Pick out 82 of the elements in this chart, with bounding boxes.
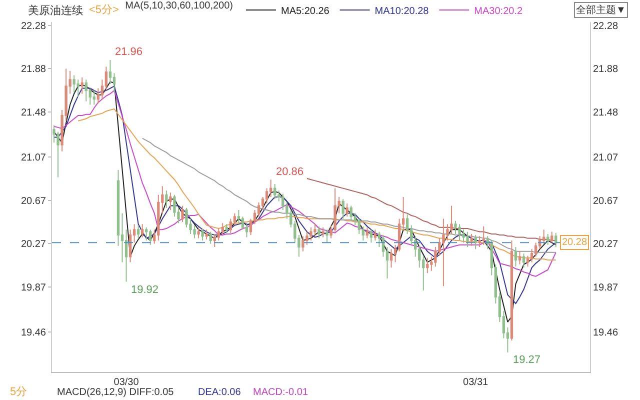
text: MACD:-0.01 [253, 387, 308, 398]
text: MACD(26,12,9) DIFF:0.05 [57, 387, 174, 398]
candlestick [550, 231, 554, 244]
text: 5分 [10, 386, 28, 398]
legend-label: MA10:20.28 [374, 6, 430, 17]
candlestick [518, 250, 522, 265]
candlestick [322, 226, 324, 238]
y-tick-label: 21.48 [593, 108, 618, 119]
candlestick [136, 224, 140, 239]
annotation: 21.96 [115, 46, 143, 58]
candlestick [474, 234, 477, 250]
candlestick [273, 183, 276, 200]
candlestick [149, 229, 152, 246]
candlestick [326, 229, 328, 244]
legend-label: MA30:20.2 [474, 6, 523, 17]
legend-label: MA5:20.26 [281, 6, 330, 17]
legend-title: MA(5,10,30,60,100,200) [125, 0, 233, 12]
y-tick-label: 21.07 [593, 152, 618, 164]
candlestick [197, 226, 200, 239]
annotation: 20.86 [276, 166, 304, 178]
text: DEA:0.06 [198, 387, 242, 398]
candlestick [426, 257, 429, 274]
candlestick [314, 224, 316, 237]
candlestick [370, 229, 373, 244]
annotation: 19.92 [131, 284, 159, 296]
candlestick [84, 79, 88, 102]
candlestick [366, 226, 369, 239]
candlestick [72, 74, 76, 94]
candlestick [514, 246, 518, 268]
chart-subtitle: <5分> [89, 4, 119, 16]
y-tick-label: 20.27 [593, 239, 618, 250]
candlestick [302, 236, 304, 252]
x-tick-label: 03/31 [463, 377, 489, 388]
line-series [78, 108, 556, 261]
candlestick [374, 229, 377, 241]
y2-tick-label: 22.28 [20, 20, 46, 32]
candlestick [346, 203, 348, 218]
candlestick [145, 226, 148, 241]
candlestick [522, 253, 526, 268]
y-tick-label: 19.46 [593, 327, 618, 338]
y2-tick-label: 21.88 [20, 64, 46, 76]
y2-tick-label: 19.87 [20, 282, 46, 294]
chart-title: 美原油连续 [28, 4, 83, 17]
x-tick-label: 03/30 [114, 377, 140, 388]
candlestick [510, 240, 514, 341]
candlestick [458, 224, 461, 241]
candlestick [209, 231, 212, 244]
candlestick [205, 229, 208, 240]
candlestick [169, 192, 172, 211]
candlestick [466, 231, 469, 248]
candlestick [546, 233, 550, 246]
y-tick-label: 21.88 [593, 64, 618, 76]
candlestick [342, 198, 344, 220]
candlestick [140, 224, 144, 238]
candlestick [181, 205, 184, 222]
y2-tick-label: 21.07 [20, 152, 46, 164]
candlestick [165, 190, 168, 208]
candlestick [554, 232, 558, 248]
y-tick-label: 20.67 [593, 196, 618, 207]
y2-tick-label: 20.27 [20, 239, 46, 250]
candlestick [80, 76, 84, 94]
candlestick [76, 79, 80, 98]
candlestick [201, 228, 204, 241]
candlestick [482, 226, 485, 246]
candlestick [310, 226, 312, 241]
y2-tick-label: 19.46 [20, 327, 46, 338]
ref-line-label: 20.28 [562, 237, 588, 248]
line-series [142, 138, 556, 253]
candlestick [225, 224, 228, 234]
candlestick [470, 233, 473, 246]
candlestick [442, 218, 445, 287]
y-tick-label: 19.87 [593, 282, 618, 294]
text: 全部主题▼ [576, 4, 626, 16]
y2-tick-label: 20.67 [20, 196, 46, 207]
candlestick [92, 90, 96, 106]
line-series [306, 178, 556, 241]
candlestick [390, 248, 393, 268]
y2-tick-label: 21.48 [20, 108, 46, 119]
y-tick-label: 22.28 [593, 20, 618, 32]
candlestick [350, 205, 352, 222]
annotation: 19.27 [513, 354, 541, 366]
candlestick [318, 226, 320, 239]
